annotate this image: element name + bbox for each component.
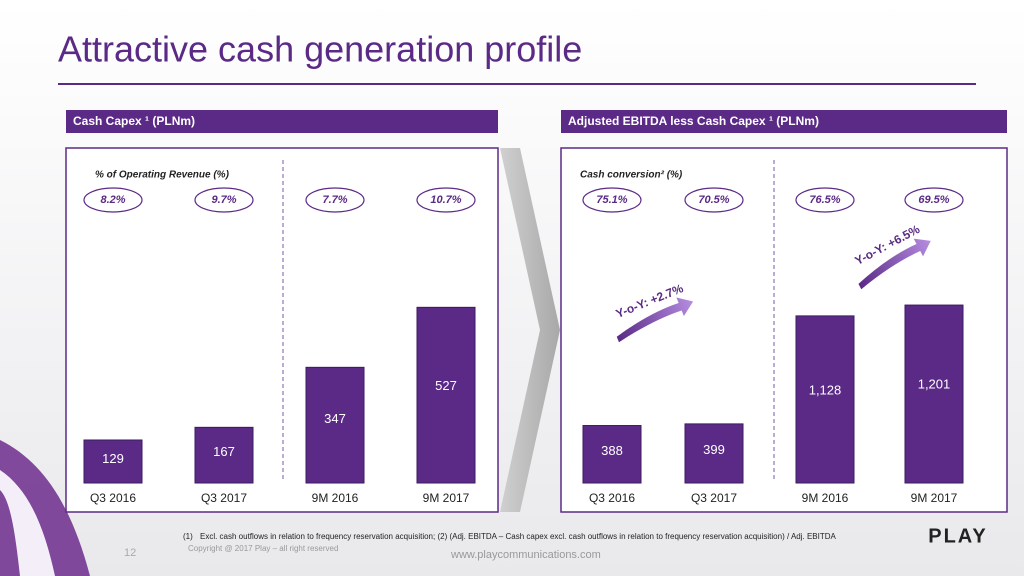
bar <box>83 439 143 484</box>
panel-subtitle: % of Operating Revenue (%) <box>95 170 230 181</box>
x-tick-label: Q3 2017 <box>201 491 247 505</box>
bar <box>194 426 254 484</box>
bar <box>684 423 744 484</box>
footnote-marker: (1) <box>183 532 193 541</box>
bar <box>305 366 365 484</box>
ratio-label: 8.2% <box>100 194 125 206</box>
panel-title: Adjusted EBITDA less Cash Capex ¹ (PLNm) <box>568 114 819 128</box>
x-tick-label: 9M 2016 <box>312 491 359 505</box>
ratio-bubble <box>83 187 143 213</box>
value-label: 167 <box>213 444 235 459</box>
panel-header <box>66 110 498 133</box>
ratio-label: 7.7% <box>322 194 347 206</box>
ratio-bubble <box>795 187 855 213</box>
logo: PLAY <box>928 525 988 547</box>
value-label: 129 <box>102 451 124 466</box>
ratio-bubble <box>416 187 476 213</box>
ratio-bubble <box>305 187 365 213</box>
x-tick-label: 9M 2017 <box>423 491 470 505</box>
ratio-label: 10.7% <box>430 194 461 206</box>
x-tick-label: Q3 2016 <box>90 491 136 505</box>
bar <box>795 315 855 484</box>
ratio-label: 76.5% <box>809 194 840 206</box>
x-tick-label: 9M 2017 <box>911 491 958 505</box>
yoy-arrow <box>616 297 694 343</box>
ratio-label: 69.5% <box>918 194 949 206</box>
copyright: Copyright @ 2017 Play – all right reserv… <box>188 544 338 553</box>
value-label: 347 <box>324 411 346 426</box>
bar <box>582 425 642 484</box>
x-tick-label: 9M 2016 <box>802 491 849 505</box>
value-label: 399 <box>703 442 725 457</box>
x-tick-label: Q3 2017 <box>691 491 737 505</box>
x-tick-label: Q3 2016 <box>589 491 635 505</box>
footnote: Excl. cash outflows in relation to frequ… <box>200 532 837 541</box>
ratio-bubble <box>684 187 744 213</box>
value-label: 388 <box>601 443 623 458</box>
page-number: 12 <box>124 547 136 559</box>
value-label: 527 <box>435 378 457 393</box>
bar <box>904 304 964 484</box>
ratio-label: 9.7% <box>211 194 236 206</box>
url: www.playcommunications.com <box>450 549 601 561</box>
transition-arrow <box>500 148 560 512</box>
ratio-bubble <box>582 187 642 213</box>
value-label: 1,128 <box>809 383 842 398</box>
ratio-bubble <box>194 187 254 213</box>
decor <box>0 470 55 576</box>
ratio-label: 75.1% <box>596 194 627 206</box>
slide-title: Attractive cash generation profile <box>58 29 582 70</box>
value-label: 1,201 <box>918 377 951 392</box>
ratio-bubble <box>904 187 964 213</box>
ratio-label: 70.5% <box>698 194 729 206</box>
panel-title: Cash Capex ¹ (PLNm) <box>73 114 195 128</box>
panel-subtitle: Cash conversion² (%) <box>580 170 683 181</box>
bar <box>416 306 476 484</box>
yoy-arrow <box>858 238 931 290</box>
panel-header <box>561 110 1007 133</box>
